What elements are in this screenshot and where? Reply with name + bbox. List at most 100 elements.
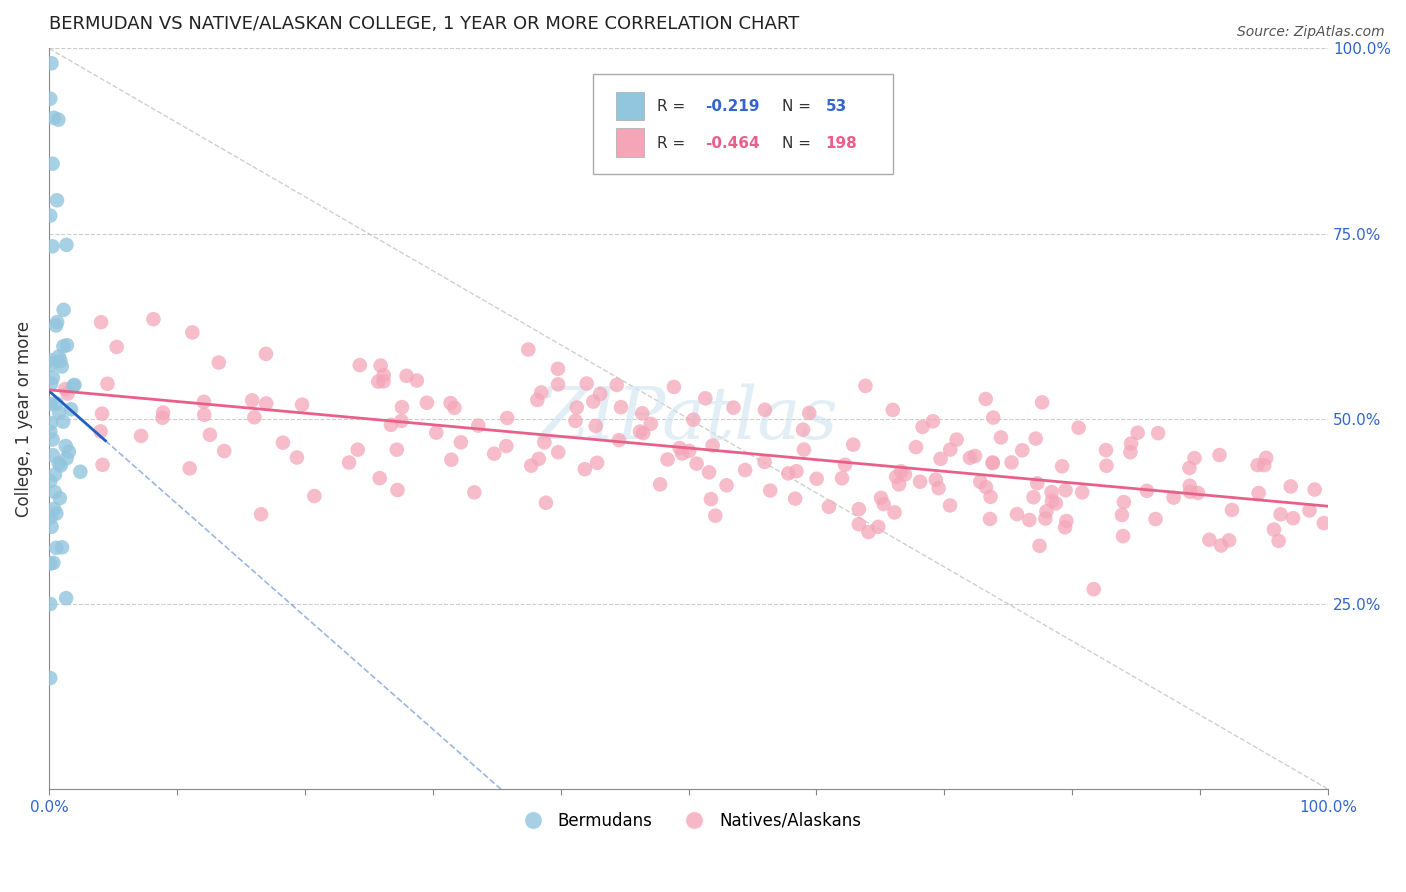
Point: [45, 541, 67, 555]
Point: [527, 451, 550, 466]
Point: [928, 481, 950, 495]
Point: [129, 429, 152, 443]
Point: [1028, 539, 1050, 553]
Text: R =: R =: [657, 99, 685, 113]
Point: [574, 462, 596, 476]
Point: [41, 239, 63, 253]
Point: [882, 403, 904, 417]
Point: [1054, 520, 1077, 534]
Point: [142, 312, 165, 326]
Point: [890, 464, 912, 478]
Point: [63, 378, 86, 392]
Point: [39, 510, 62, 524]
Point: [979, 512, 1001, 526]
Point: [1178, 484, 1201, 499]
Point: [387, 483, 409, 497]
Point: [842, 437, 865, 451]
Point: [981, 455, 1004, 469]
Point: [547, 377, 569, 392]
Point: [818, 500, 841, 514]
Point: [1054, 514, 1077, 528]
Point: [42, 501, 65, 516]
Text: R =: R =: [657, 136, 685, 151]
Point: [39, 376, 62, 391]
Point: [1298, 503, 1320, 517]
Point: [41, 56, 63, 70]
Point: [55, 237, 77, 252]
Point: [41, 520, 63, 534]
Point: [565, 401, 588, 415]
Point: [1033, 511, 1056, 525]
Point: [697, 466, 720, 480]
Point: [48, 350, 70, 364]
Point: [42, 556, 65, 570]
Point: [682, 413, 704, 427]
Point: [848, 517, 870, 532]
Point: [1031, 395, 1053, 409]
Point: [368, 471, 391, 485]
Point: [425, 425, 447, 440]
Point: [887, 477, 910, 491]
Point: [62, 379, 84, 393]
Point: [759, 483, 782, 498]
Point: [1067, 421, 1090, 435]
Point: [564, 414, 586, 428]
Point: [1282, 511, 1305, 525]
Point: [367, 375, 389, 389]
Point: [884, 470, 907, 484]
Point: [1083, 582, 1105, 597]
Point: [48, 406, 70, 420]
Point: [1247, 486, 1270, 500]
Point: [395, 368, 418, 383]
Point: [45, 318, 67, 333]
Point: [39, 416, 62, 430]
Point: [1246, 458, 1268, 472]
Point: [48, 112, 70, 127]
Point: [678, 443, 700, 458]
Point: [1147, 426, 1170, 441]
Point: [945, 433, 967, 447]
Point: [831, 471, 853, 485]
Point: [91, 458, 114, 472]
Point: [208, 355, 231, 369]
Text: N =: N =: [782, 136, 811, 151]
Point: [1025, 432, 1047, 446]
Point: [547, 445, 569, 459]
Point: [304, 489, 326, 503]
Point: [793, 442, 815, 457]
Point: [685, 457, 707, 471]
Point: [1026, 476, 1049, 491]
Point: [575, 376, 598, 391]
Point: [44, 485, 66, 500]
Point: [1054, 483, 1077, 498]
Point: [702, 438, 724, 452]
Point: [1270, 508, 1292, 522]
Point: [858, 524, 880, 539]
Point: [39, 671, 62, 685]
Point: [1218, 533, 1240, 548]
Point: [41, 433, 63, 447]
Point: [39, 597, 62, 611]
Point: [90, 315, 112, 329]
Point: [55, 451, 77, 466]
Point: [806, 472, 828, 486]
Point: [181, 326, 204, 340]
Point: [198, 427, 221, 442]
Point: [51, 359, 73, 374]
Point: [754, 402, 776, 417]
Point: [250, 508, 273, 522]
Point: [39, 358, 62, 372]
Point: [1112, 495, 1135, 509]
Point: [39, 397, 62, 411]
Point: [716, 478, 738, 492]
Point: [45, 396, 67, 410]
Point: [1040, 493, 1063, 508]
Point: [450, 435, 472, 450]
Point: [39, 92, 62, 106]
Point: [925, 473, 948, 487]
Point: [704, 508, 727, 523]
Point: [48, 491, 70, 506]
Point: [533, 435, 555, 450]
Point: [911, 420, 934, 434]
Point: [981, 410, 1004, 425]
